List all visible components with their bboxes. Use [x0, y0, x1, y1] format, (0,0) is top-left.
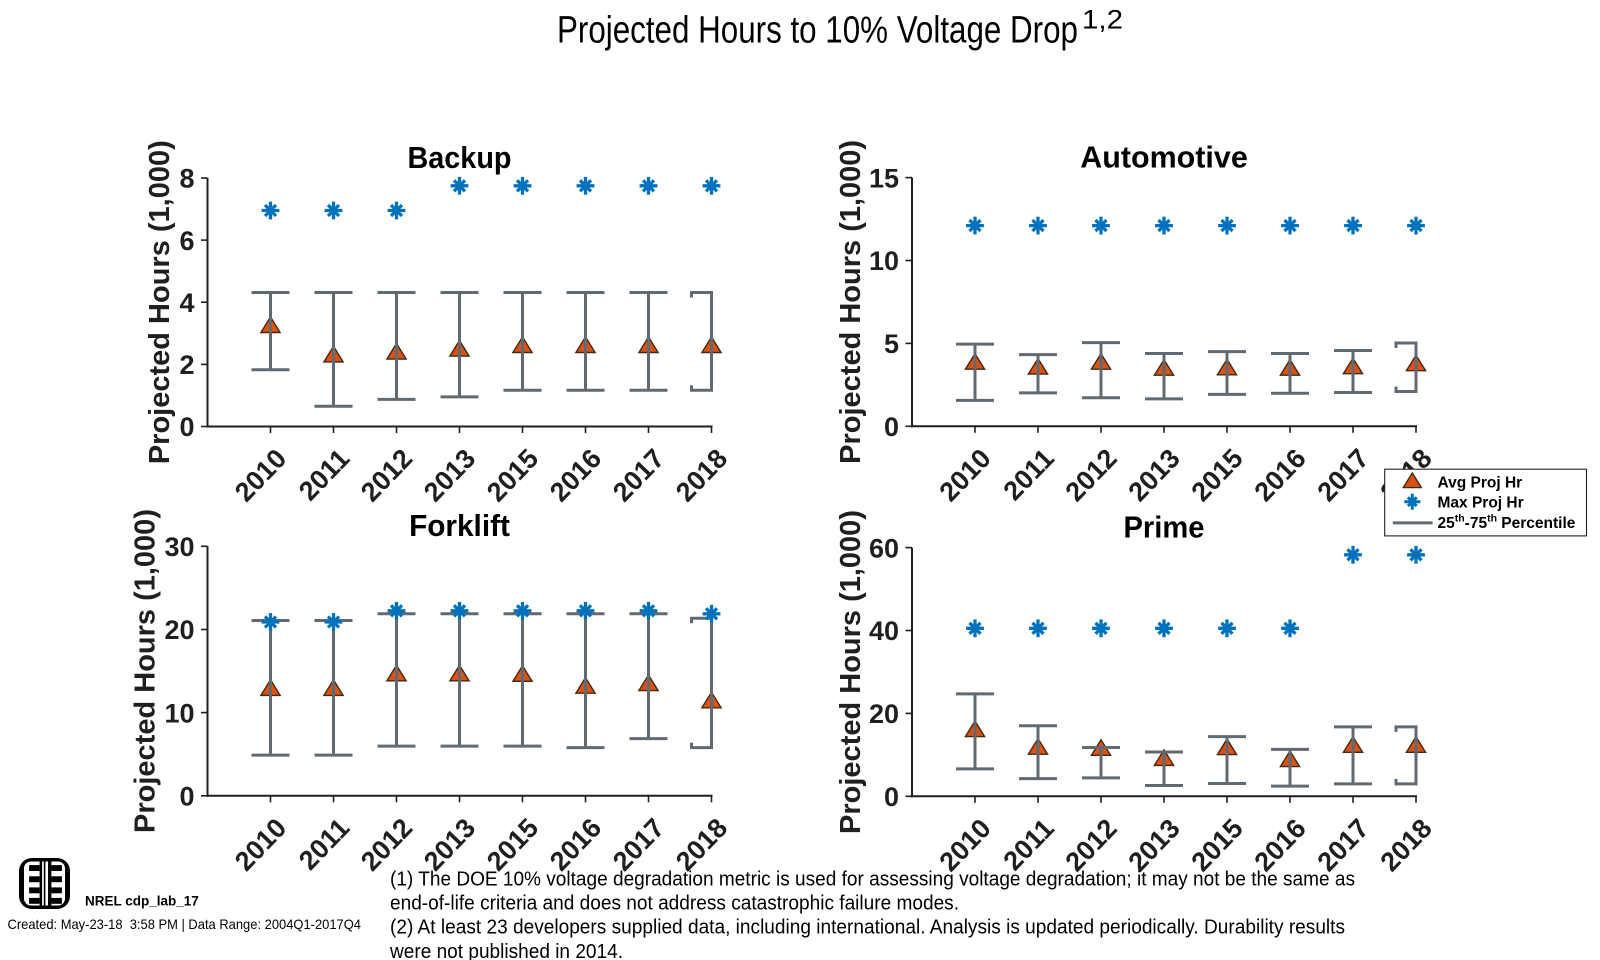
- svg-text:Avg Proj Hr: Avg Proj Hr: [1438, 474, 1523, 491]
- svg-text:20: 20: [164, 615, 194, 645]
- svg-text:4: 4: [179, 288, 194, 318]
- svg-text:Automotive: Automotive: [1080, 140, 1248, 174]
- svg-text:5: 5: [884, 329, 899, 359]
- svg-text:40: 40: [869, 616, 899, 646]
- svg-text:Backup: Backup: [408, 141, 512, 175]
- svg-text:10: 10: [164, 698, 194, 728]
- svg-text:end-of-life criteria and does: end-of-life criteria and does not addres…: [390, 893, 959, 915]
- svg-text:Forklift: Forklift: [409, 509, 510, 543]
- svg-text:Prime: Prime: [1124, 510, 1205, 544]
- svg-text:10: 10: [869, 246, 899, 276]
- svg-text:(2) At least 23 developers sup: (2) At least 23 developers supplied data…: [390, 917, 1345, 939]
- svg-text:1,2: 1,2: [1082, 5, 1123, 35]
- svg-text:20: 20: [869, 699, 899, 729]
- svg-text:Projected Hours to 10% Voltage: Projected Hours to 10% Voltage Drop: [557, 9, 1078, 51]
- svg-text:NREL cdp_lab_17: NREL cdp_lab_17: [85, 894, 199, 909]
- svg-text:8: 8: [179, 164, 194, 194]
- svg-text:0: 0: [179, 412, 194, 442]
- svg-text:Projected Hours (1,000): Projected Hours (1,000): [144, 140, 176, 464]
- svg-text:Projected Hours (1,000): Projected Hours (1,000): [835, 140, 867, 464]
- svg-text:60: 60: [869, 533, 899, 563]
- svg-text:0: 0: [884, 412, 899, 442]
- svg-text:0: 0: [179, 782, 194, 812]
- svg-text:25th-75th Percentile: 25th-75th Percentile: [1438, 512, 1576, 532]
- svg-text:2: 2: [179, 350, 194, 380]
- svg-text:Created: May-23-18 3:58 PM |: Created: May-23-18 3:58 PM | Data Range:…: [8, 916, 362, 932]
- svg-text:15: 15: [869, 163, 899, 193]
- svg-text:6: 6: [179, 226, 194, 256]
- svg-text:0: 0: [884, 782, 899, 812]
- svg-text:Projected Hours (1,000): Projected Hours (1,000): [130, 509, 162, 833]
- svg-text:30: 30: [164, 532, 194, 562]
- svg-text:were not published in 2014.: were not published in 2014.: [389, 941, 623, 960]
- svg-text:Projected Hours (1,000): Projected Hours (1,000): [835, 510, 867, 834]
- svg-text:(1) The DOE 10% voltage degrad: (1) The DOE 10% voltage degradation metr…: [390, 868, 1355, 890]
- svg-text:Max Proj Hr: Max Proj Hr: [1438, 494, 1524, 511]
